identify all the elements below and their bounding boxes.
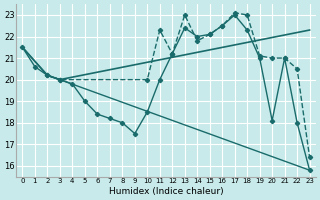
X-axis label: Humidex (Indice chaleur): Humidex (Indice chaleur) bbox=[109, 187, 223, 196]
